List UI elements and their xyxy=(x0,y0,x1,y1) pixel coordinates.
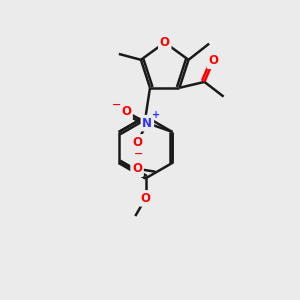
Text: −: − xyxy=(112,100,122,110)
Text: +: + xyxy=(152,110,160,120)
Text: O: O xyxy=(208,54,218,67)
Text: O: O xyxy=(141,192,151,205)
Text: O: O xyxy=(121,105,131,119)
Text: −: − xyxy=(134,148,143,158)
Text: N: N xyxy=(142,117,152,130)
Text: O: O xyxy=(132,136,142,149)
Text: O: O xyxy=(160,36,170,49)
Text: O: O xyxy=(132,162,142,175)
